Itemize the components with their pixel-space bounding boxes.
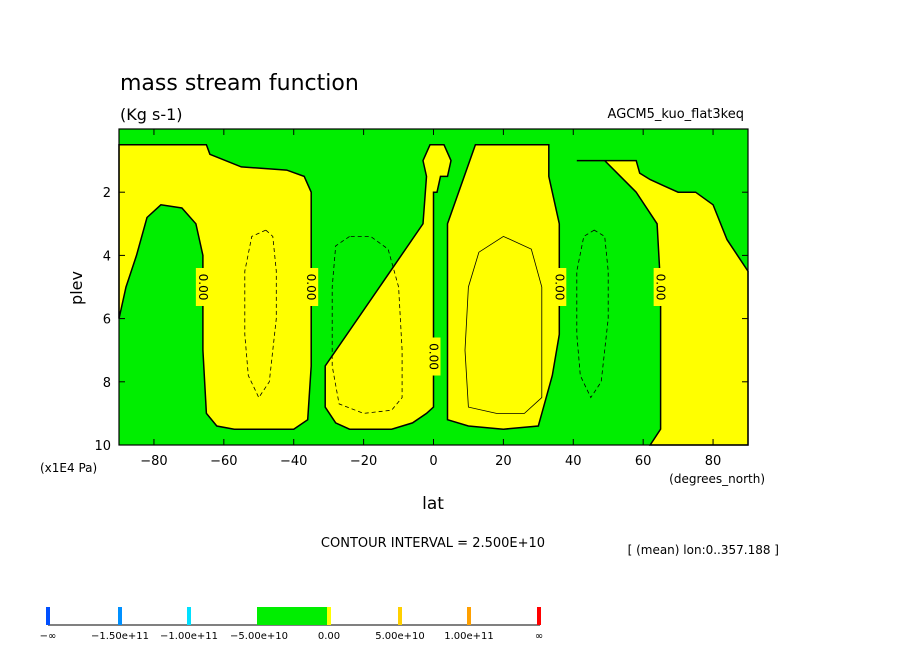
y-axis-units: (x1E4 Pa) — [40, 461, 97, 475]
x-tick-label-7: 60 — [635, 454, 652, 469]
mean-info: [ (mean) lon:0..357.188 ] — [628, 543, 779, 557]
colorbar-swatch-0 — [46, 607, 50, 625]
colorbar-swatch-5 — [398, 607, 402, 625]
zero-contour-label-1: 0.00 — [304, 274, 318, 301]
dashed-contour-1 — [331, 235, 403, 414]
colorbar-label-0: −∞ — [40, 631, 57, 642]
colorbar-swatch-7 — [537, 607, 541, 625]
plot-area: 0.00 0.00 0.00 0.00 0.00 — [118, 129, 749, 446]
zero-label-bg-3 — [552, 268, 567, 306]
colorbar-swatch-4 — [327, 607, 331, 625]
colorbar-label-1: −1.50e+11 — [91, 631, 149, 642]
x-tick-label-5: 20 — [495, 454, 512, 469]
x-tick-label-4: 0 — [429, 454, 437, 469]
contour-region-0 — [118, 144, 312, 430]
x-tick-label-6: 40 — [565, 454, 582, 469]
x-axis-units: (degrees_north) — [669, 472, 765, 486]
colorbar-label-4: 0.00 — [318, 631, 340, 642]
zero-contour-label-0: 0.00 — [196, 274, 210, 301]
chart-title: mass stream function — [120, 71, 359, 96]
colorbar-label-7: ∞ — [535, 631, 543, 642]
zero-label-bg-1 — [304, 268, 319, 306]
solid-contour-0 — [464, 235, 543, 414]
x-axis-label: lat — [422, 494, 444, 514]
colorbar-label-3: −5.00e+10 — [230, 631, 288, 642]
contour-region-1 — [324, 144, 452, 430]
colorbar-label-6: 1.00e+11 — [444, 631, 494, 642]
contour-region-2 — [446, 144, 561, 430]
y-tick-label-0: 2 — [103, 186, 111, 201]
x-tick-label-0: −80 — [140, 454, 167, 469]
colorbar-swatch-1 — [118, 607, 122, 625]
x-tick-label-8: 80 — [705, 454, 722, 469]
dashed-contour-2 — [576, 229, 609, 399]
y-tick-label-1: 4 — [103, 249, 111, 264]
x-tick-label-3: −20 — [350, 454, 377, 469]
zero-label-bg-2 — [426, 337, 441, 376]
x-tick-label-1: −60 — [210, 454, 237, 469]
x-tick-label-2: −40 — [280, 454, 307, 469]
zero-contour-label-2: 0.00 — [427, 343, 441, 370]
y-tick-label-4: 10 — [94, 439, 111, 454]
colorbar: −∞ −1.50e+11 −1.00e+11 −5.00e+10 0.00 5.00e+1… — [40, 607, 543, 642]
colorbar-swatch-2 — [187, 607, 191, 625]
axes: −80 −60 −40 −20 0 20 40 60 80 2 4 6 8 10 — [94, 128, 749, 469]
colorbar-swatch-3 — [257, 607, 261, 625]
colorbar-swatch-6 — [467, 607, 471, 625]
colorbar-label-2: −1.00e+11 — [160, 631, 218, 642]
zero-label-bg-4 — [653, 268, 668, 306]
dataset-name: AGCM5_kuo_flat3keq — [608, 107, 744, 122]
zero-label-bg-0 — [195, 268, 210, 306]
colorbar-label-5: 5.00e+10 — [375, 631, 425, 642]
zero-contour-label-4: 0.00 — [654, 274, 668, 301]
y-tick-label-3: 8 — [103, 376, 111, 391]
contour-interval: CONTOUR INTERVAL = 2.500E+10 — [321, 536, 545, 551]
y-axis-label: plev — [67, 271, 86, 305]
chart-units: (Kg s-1) — [120, 105, 183, 124]
colorbar-fill-zero — [259, 607, 329, 625]
y-tick-label-2: 6 — [103, 313, 111, 328]
zero-contour-label-3: 0.00 — [552, 274, 566, 301]
